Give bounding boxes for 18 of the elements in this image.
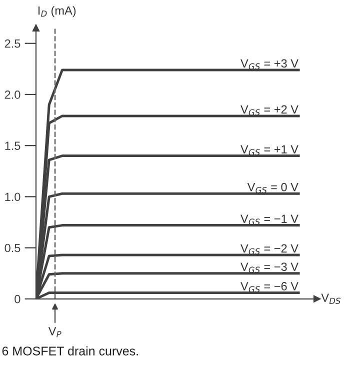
y-tick-label: 2.5 [4, 39, 20, 48]
y-axis-title: I$_{D}$ (mA) [38, 6, 76, 18]
series-label: V$_{GS}$ = −2 V [240, 244, 298, 255]
y-tick-label: 1.5 [5, 142, 20, 150]
y-tick-label: 0.5 [4, 244, 20, 252]
x-axis-title: V$_{DS}$ [321, 294, 340, 304]
series-label: V$_{GS}$ = −1 V [240, 214, 298, 225]
y-tick-label: 2.0 [4, 90, 20, 99]
series-label: V$_{GS}$ = −6 V [240, 282, 298, 292]
series-label: V$_{GS}$ = +3 V [240, 59, 298, 70]
series-label: V$_{GS}$ = −3 V [240, 262, 298, 273]
series-label: V$_{GS}$ = 0 V [247, 182, 298, 194]
text: V$_{P}$ [48, 327, 62, 338]
text: 6 MOSFET drain curves. [2, 346, 138, 356]
y-tick-label: 1.0 [5, 192, 20, 202]
y-tick-label: 0 [14, 294, 20, 304]
series-label: V$_{GS}$ = +2 V [240, 105, 298, 116]
series-label: V$_{GS}$ = +1 V [240, 145, 298, 156]
